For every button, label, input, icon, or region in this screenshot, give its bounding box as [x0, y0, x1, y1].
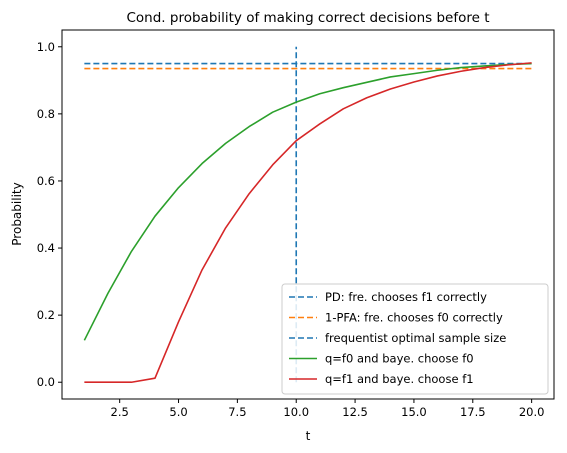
- axes-frame: [61, 29, 555, 400]
- legend-entry: q=f0 and baye. choose f0: [325, 352, 474, 366]
- x-tick-label: 10.0: [283, 405, 309, 419]
- y-tick-label: 0.8: [37, 107, 55, 121]
- y-axis: 0.0 0.2 0.4 0.6 0.8 1.0: [37, 40, 62, 389]
- x-tick-label: 2.5: [111, 405, 129, 419]
- series-4-line: [84, 62, 532, 384]
- y-tick-label: 0.6: [37, 174, 55, 188]
- x-tick-label: 20.0: [519, 405, 545, 419]
- series-3-line: [83, 62, 532, 341]
- legend-entry: 1-PFA: fre. chooses f0 correctly: [325, 311, 503, 325]
- x-tick-label: 5.0: [169, 405, 187, 419]
- legend-frame: [281, 283, 549, 395]
- legend-entry: frequentist optimal sample size: [325, 331, 506, 345]
- legend-entry: PD: fre. chooses f1 correctly: [325, 290, 487, 304]
- x-tick-label: 17.5: [460, 405, 486, 419]
- x-axis-label: t: [306, 429, 311, 443]
- legend: PD: fre. chooses f1 correctly 1-PFA: fre.…: [281, 283, 549, 395]
- y-axis-label: Probability: [10, 182, 24, 245]
- x-tick-label: 7.5: [228, 405, 246, 419]
- x-tick-label: 12.5: [342, 405, 368, 419]
- chart-title: Cond. probability of making correct deci…: [127, 10, 490, 26]
- x-axis: 2.5 5.0 7.5 10.0 12.5 15.0 17.5 20.0: [111, 399, 545, 419]
- y-tick-label: 1.0: [37, 40, 55, 54]
- legend-entry: q=f1 and baye. choose f1: [325, 372, 474, 386]
- y-tick-label: 0.4: [37, 241, 55, 255]
- y-tick-label: 0.0: [37, 375, 55, 389]
- y-tick-label: 0.2: [37, 308, 55, 322]
- plot-area: [83, 46, 532, 384]
- x-tick-label: 15.0: [401, 405, 427, 419]
